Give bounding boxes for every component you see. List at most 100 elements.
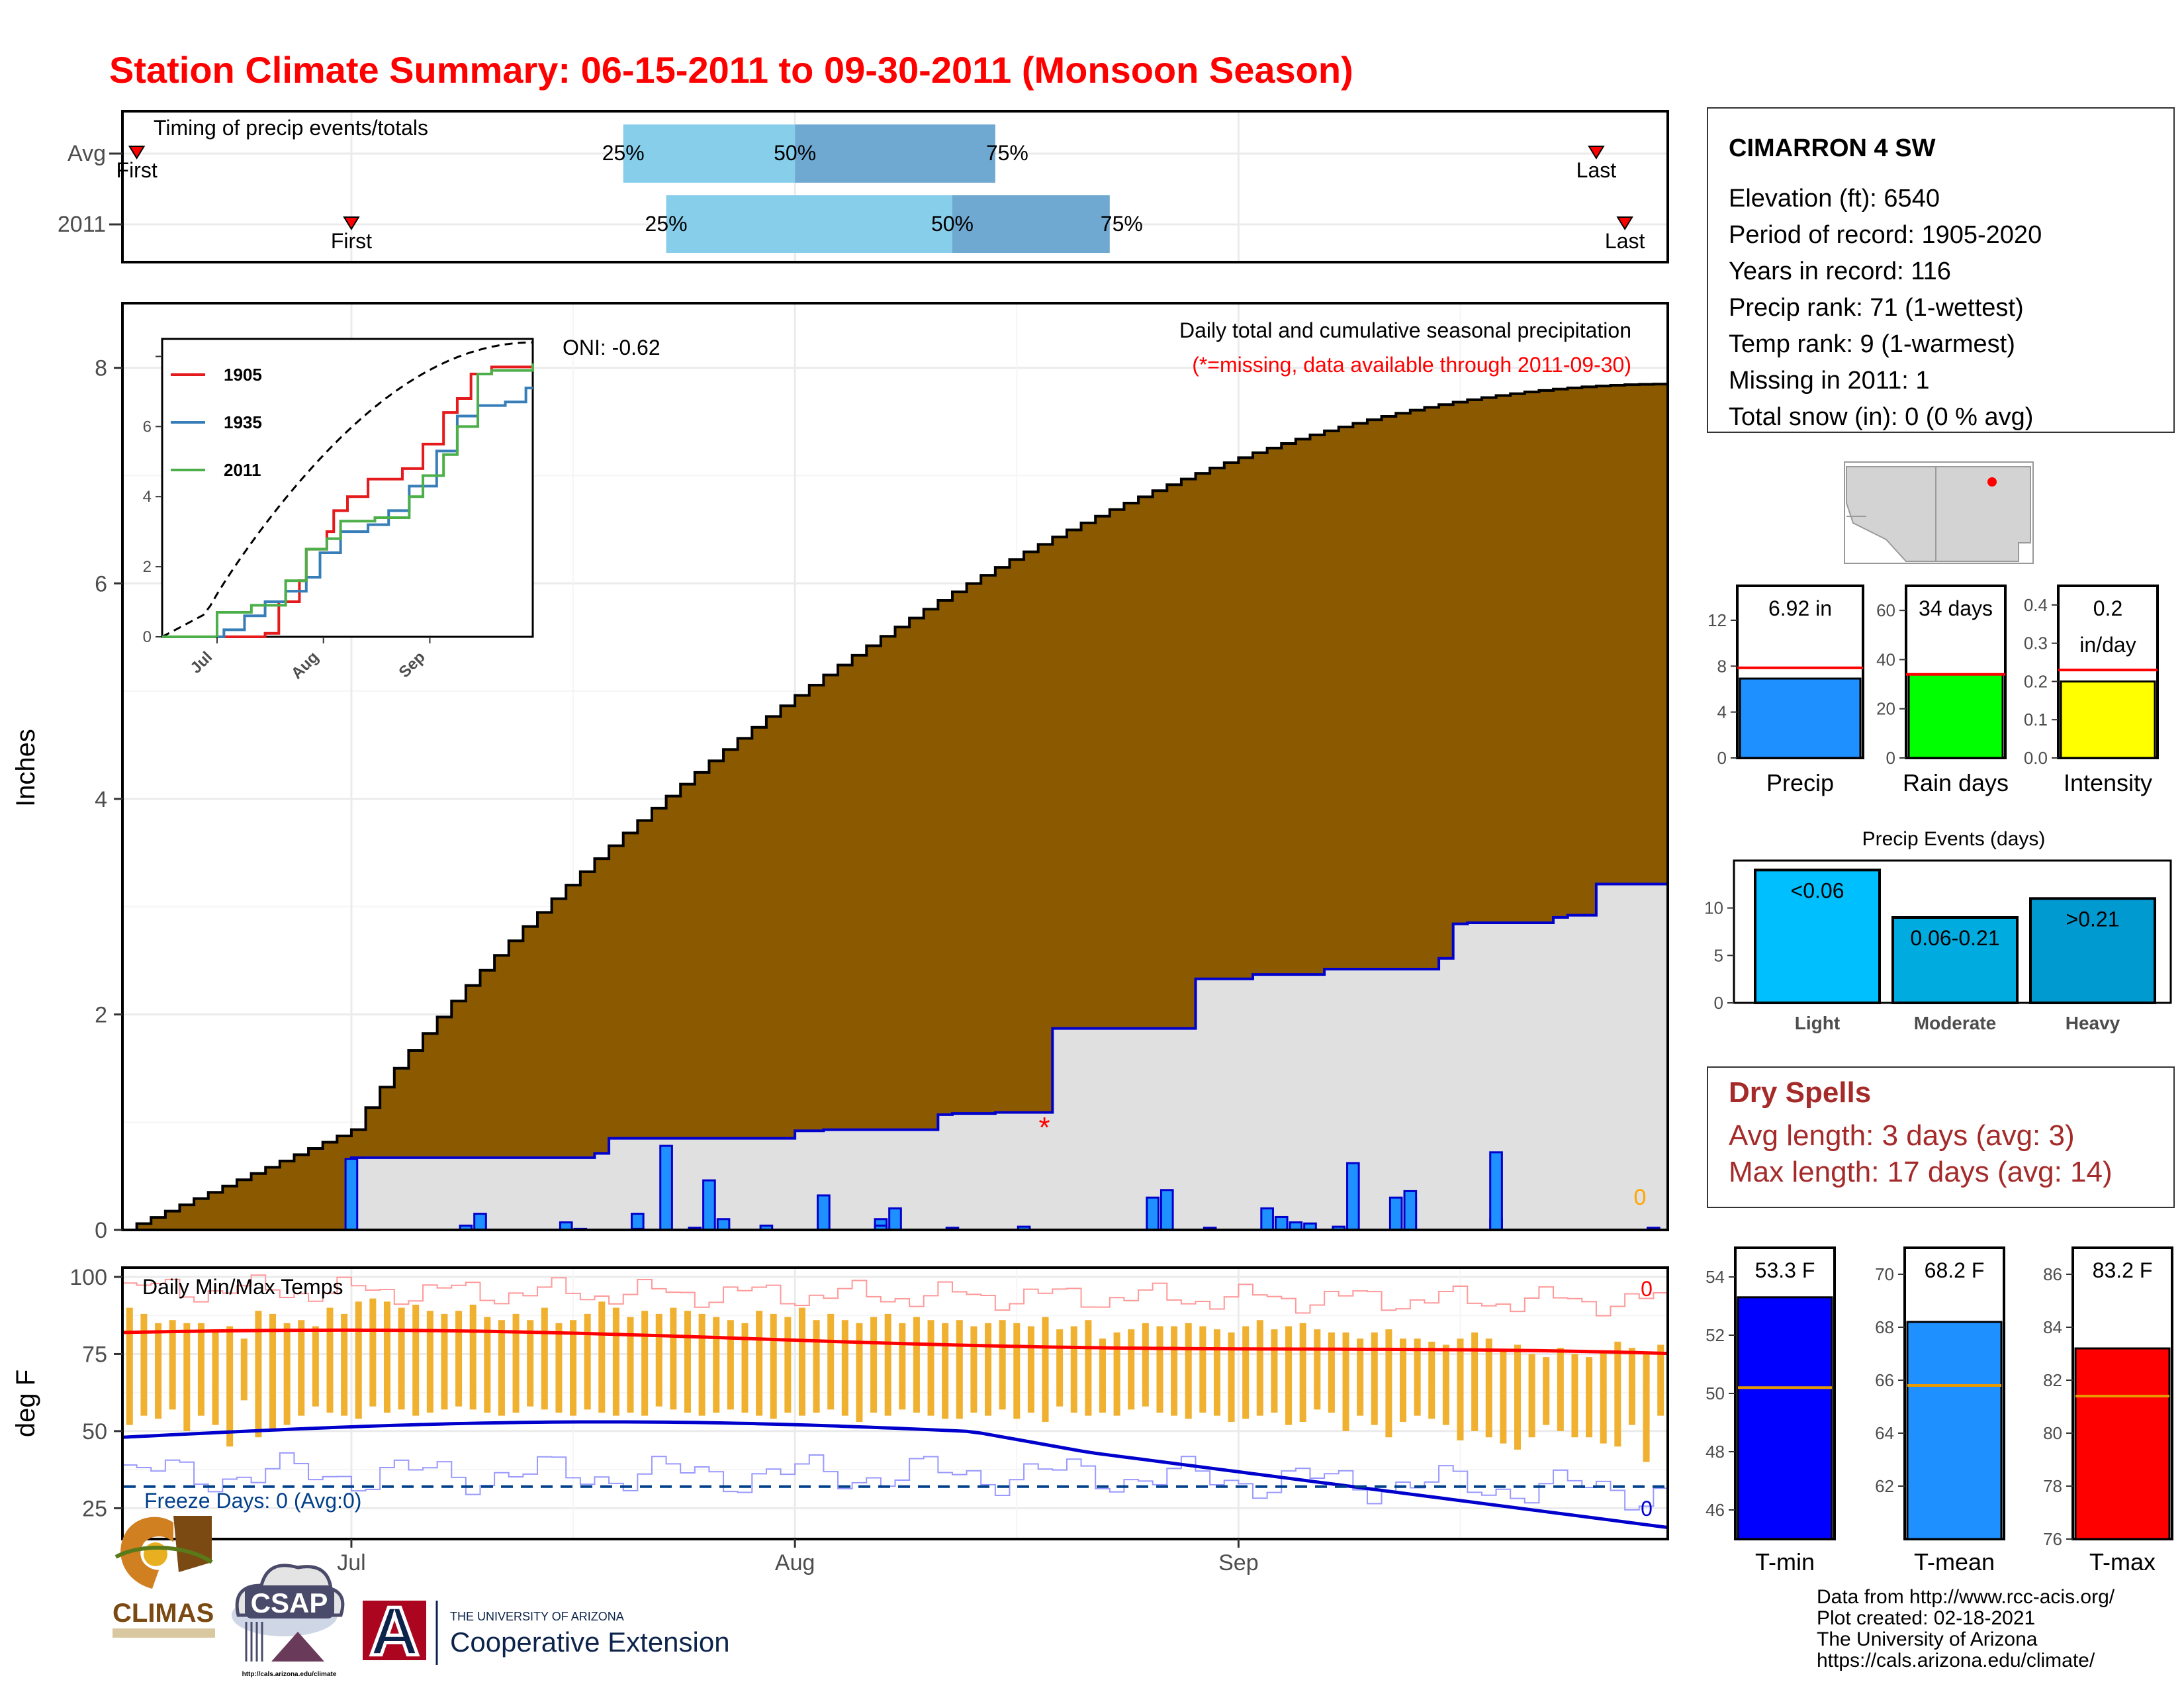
inset-legend-label: 1905 <box>224 365 262 385</box>
record-low-count: 0 <box>1641 1497 1653 1521</box>
temp-ytick-label: 50 <box>82 1419 107 1444</box>
daily-temp-range-bar <box>1514 1344 1521 1450</box>
station-info-box: CIMARRON 4 SW Elevation (ft): 6540 Period… <box>1707 107 2175 433</box>
daily-temp-range-bar <box>770 1313 777 1419</box>
timing-label-75: 75% <box>1101 212 1143 236</box>
daily-temp-range-bar <box>1543 1357 1550 1425</box>
daily-temp-range-bar <box>1342 1332 1349 1431</box>
inset-series-line-2011 <box>162 363 534 638</box>
events-ytick-label: 5 <box>1714 945 1723 965</box>
daily-temp-range-bar <box>1428 1341 1435 1419</box>
location-map <box>1844 461 2034 564</box>
events-bar-label: Moderate <box>1914 1013 1996 1033</box>
temp-summary-bar-t-min <box>1737 1296 1833 1540</box>
daily-precip-bar <box>1489 1151 1503 1231</box>
daily-temp-range-bar <box>341 1313 348 1416</box>
daily-temp-range-bar <box>1185 1323 1192 1419</box>
mini-bar-label: Intensity <box>2064 769 2152 796</box>
daily-temp-range-bar <box>1113 1332 1120 1416</box>
daily-temp-range-bar <box>1414 1338 1421 1416</box>
mini-bar-value: 34 days <box>1919 596 1993 620</box>
daily-precip-bar <box>1160 1189 1174 1231</box>
precip-ylabel: Inches <box>11 729 40 807</box>
temp-summary-label: T-min <box>1755 1548 1815 1575</box>
daily-temp-range-bar <box>655 1313 662 1407</box>
daily-temp-range-bar <box>441 1313 448 1410</box>
daily-temp-range-bar <box>1271 1329 1278 1413</box>
temp-panel: 25 50 75 100 Daily Min/Max Temps Freeze Day… <box>11 1265 1669 1575</box>
inset-series-line-1905 <box>162 363 534 638</box>
mini-bar-ytick-label: 0.2 <box>2024 671 2048 691</box>
mini-bar-ytick-label: 8 <box>1717 656 1727 676</box>
daily-precip-bar <box>659 1145 673 1231</box>
daily-precip-bar <box>702 1179 716 1231</box>
daily-temp-range-bar <box>240 1338 248 1401</box>
daily-temp-range-bar <box>612 1307 619 1416</box>
timing-label-25: 25% <box>645 212 688 236</box>
daily-temp-range-bar <box>1070 1326 1077 1413</box>
events-bar-range: 0.06-0.21 <box>1910 926 1999 950</box>
daily-temp-range-bar <box>1371 1332 1378 1425</box>
timing-last-label: Last <box>1605 229 1645 253</box>
daily-temp-range-bar <box>1299 1323 1306 1422</box>
daily-temp-range-bar <box>1442 1344 1449 1425</box>
daily-temp-range-bar <box>541 1307 548 1410</box>
daily-temp-range-bar <box>756 1311 763 1416</box>
daily-temp-range-bar <box>426 1311 433 1413</box>
temp-summary-ytick-label: 46 <box>1706 1500 1725 1520</box>
inset-average-line <box>161 341 533 638</box>
mini-bar-precip <box>1739 677 1862 759</box>
record-high-line <box>122 1274 1668 1317</box>
daily-temp-range-bar <box>183 1323 191 1431</box>
timing-first-label: First <box>331 229 372 253</box>
temp-ytick-label: 25 <box>82 1496 107 1521</box>
daily-temp-range-bar <box>1128 1329 1135 1410</box>
timing-first-marker <box>128 146 146 160</box>
daily-temp-range-bar <box>970 1326 978 1413</box>
daily-temp-range-bar <box>226 1326 234 1447</box>
daily-precip-bar <box>888 1207 902 1231</box>
daily-temp-range-bar <box>813 1320 820 1413</box>
station-info-line: Precip rank: 71 (1-wettest) <box>1729 294 2024 322</box>
mini-bar-value: 0.2 <box>2093 596 2122 620</box>
daily-temp-range-bar <box>584 1313 591 1410</box>
daily-temp-range-bar <box>1657 1344 1664 1416</box>
mini-bar-ytick-label: 0 <box>1717 748 1727 768</box>
daily-temp-range-bar <box>369 1298 377 1407</box>
daily-precip-bar <box>1146 1196 1160 1231</box>
timing-bar-50-75 <box>795 124 995 183</box>
daily-temp-range-bar <box>298 1320 305 1416</box>
daily-temp-range-bar <box>140 1313 148 1416</box>
dry-spells-max: Max length: 17 days (avg: 14) <box>1729 1156 2113 1188</box>
temp-summary-label: T-mean <box>1914 1548 1995 1575</box>
daily-temp-range-bar <box>741 1323 749 1413</box>
temp-summary-ytick-label: 82 <box>2043 1370 2062 1390</box>
temp-ylabel: deg F <box>11 1370 40 1437</box>
mini-bar-label: Precip <box>1766 769 1834 796</box>
timing-first-marker <box>343 216 360 230</box>
timing-last-label: Last <box>1576 158 1617 182</box>
daily-temp-range-bar <box>212 1329 219 1425</box>
daily-temp-range-bar <box>1228 1332 1235 1422</box>
daily-temp-range-bar <box>884 1313 891 1416</box>
events-bar-range: >0.21 <box>2066 907 2120 931</box>
daily-temp-range-bar <box>484 1317 491 1413</box>
station-info-line: Temp rank: 9 (1-warmest) <box>1729 330 2015 358</box>
daily-temp-range-bar <box>627 1317 634 1413</box>
daily-temp-range-bar <box>856 1323 863 1422</box>
daily-temp-range-bar <box>1213 1329 1220 1416</box>
daily-temp-range-bar <box>1256 1320 1263 1416</box>
mini-bar-ytick-label: 4 <box>1717 702 1727 722</box>
mini-bar-ytick-label: 0.4 <box>2024 595 2048 615</box>
daily-temp-range-bar <box>899 1323 906 1410</box>
events-bar-moderate <box>1891 916 2019 1004</box>
mini-bar-ytick-label: 0 <box>1886 748 1895 768</box>
daily-temp-range-bar <box>1199 1326 1206 1413</box>
temp-summary-ytick-label: 84 <box>2043 1317 2062 1337</box>
daily-temp-range-bar <box>1471 1332 1479 1431</box>
season-summary-bars: 0 4 8 12 6.92 in Precip 0 20 40 60 34 days Rain day… <box>1707 585 2159 796</box>
daily-temp-range-bar <box>1285 1326 1293 1425</box>
station-info-line: Years in record: 116 <box>1729 258 1951 285</box>
daily-temp-range-bar <box>1571 1354 1578 1438</box>
